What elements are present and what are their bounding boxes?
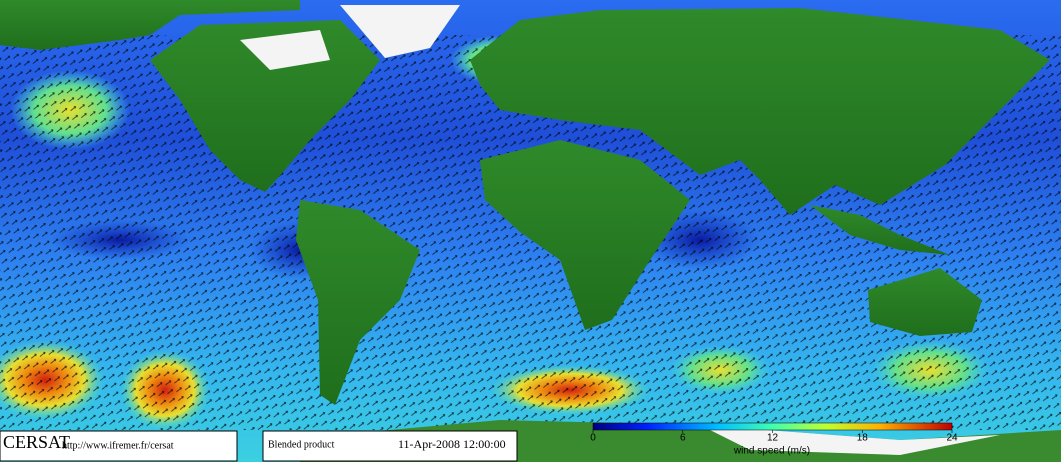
colorbar-tick-label: 6	[680, 433, 686, 444]
url: http://www.ifremer.fr/cersat	[62, 440, 174, 451]
logo: CERSAT	[3, 432, 70, 452]
colorbar-tick-label: 18	[857, 433, 869, 444]
colorbar	[592, 422, 953, 431]
colorbar-tick-label: 24	[946, 433, 958, 444]
timestamp: 11-Apr-2008 12:00:00	[398, 437, 506, 451]
product: Blended product	[268, 439, 335, 450]
ice	[240, 5, 1000, 455]
info-box	[262, 430, 518, 462]
colorbar-tick-label: 12	[767, 433, 779, 444]
colorbar-tick-label: 0	[590, 433, 596, 444]
colorbar-label: wind speed (m/s)	[733, 446, 810, 457]
logo-box	[0, 430, 238, 462]
